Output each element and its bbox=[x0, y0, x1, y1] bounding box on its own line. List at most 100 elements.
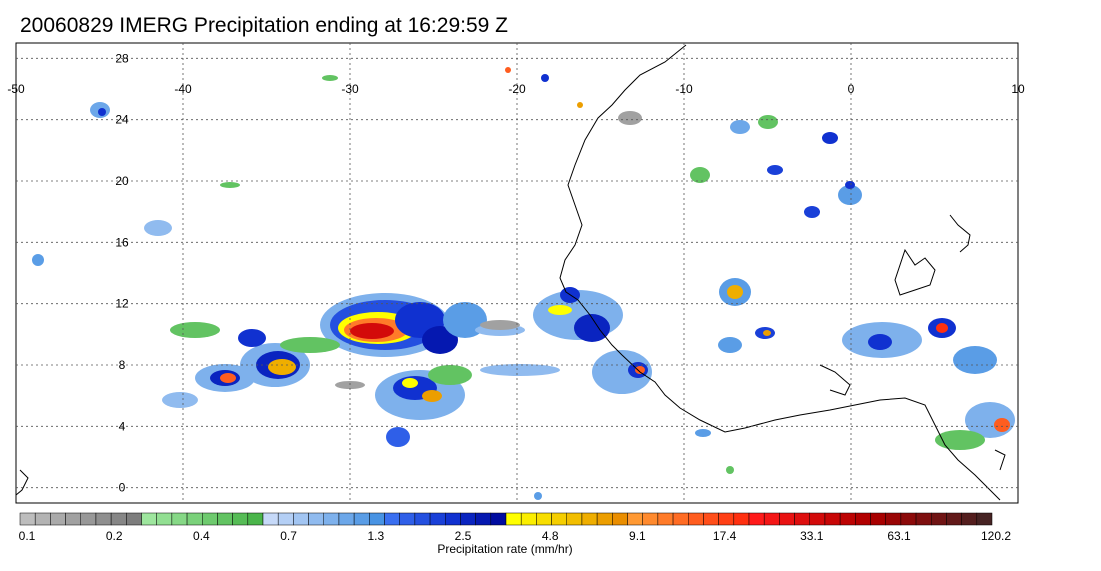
colorbar-swatch bbox=[946, 512, 962, 526]
colorbar-title: Precipitation rate (mm/hr) bbox=[437, 542, 572, 556]
colorbar-swatch bbox=[672, 512, 689, 526]
colorbar-swatch bbox=[748, 512, 765, 526]
colorbar-swatch bbox=[19, 512, 36, 526]
lat-label: 24 bbox=[115, 113, 129, 127]
colorbar-swatch bbox=[323, 512, 340, 526]
colorbar-swatch bbox=[399, 512, 416, 526]
colorbar-swatch bbox=[171, 512, 188, 526]
colorbar-swatch bbox=[642, 512, 659, 526]
colorbar-swatch bbox=[50, 512, 66, 526]
colorbar-swatch bbox=[80, 512, 97, 526]
lon-label: -30 bbox=[341, 82, 359, 96]
colorbar-swatch bbox=[839, 512, 856, 526]
coastline bbox=[16, 44, 1006, 501]
colorbar-swatch bbox=[308, 512, 324, 526]
colorbar-swatch bbox=[217, 512, 233, 526]
colorbar-swatch bbox=[247, 512, 264, 526]
colorbar-tick-label: 4.8 bbox=[542, 529, 559, 543]
colorbar-tick-label: 63.1 bbox=[887, 529, 911, 543]
colorbar-swatch bbox=[369, 512, 385, 526]
colorbar-swatch bbox=[95, 512, 112, 526]
colorbar-tick-label: 120.2 bbox=[981, 529, 1011, 543]
colorbar-swatch bbox=[855, 512, 871, 526]
colorbar-swatch bbox=[156, 512, 173, 526]
colorbar-swatch bbox=[763, 512, 780, 526]
colorbar-tick-label: 17.4 bbox=[713, 529, 737, 543]
colorbar-swatch bbox=[627, 512, 643, 526]
lon-label: -10 bbox=[675, 82, 693, 96]
colorbar-swatch bbox=[566, 512, 583, 526]
colorbar-swatch bbox=[475, 512, 492, 526]
colorbar-tick-label: 0.2 bbox=[106, 529, 123, 543]
colorbar-swatch bbox=[126, 512, 142, 526]
lon-label: -20 bbox=[508, 82, 526, 96]
colorbar-swatch bbox=[338, 512, 355, 526]
colorbar-swatch bbox=[293, 512, 309, 526]
colorbar-swatch bbox=[931, 512, 947, 526]
colorbar-tick-label: 1.3 bbox=[367, 529, 384, 543]
colorbar-swatch bbox=[900, 512, 917, 526]
colorbar-swatch bbox=[703, 512, 719, 526]
precip-system-coast bbox=[475, 287, 652, 394]
colorbar-swatch bbox=[915, 512, 932, 526]
lon-label: 0 bbox=[848, 82, 855, 96]
colorbar-swatch bbox=[232, 512, 249, 526]
precip-system-central bbox=[320, 293, 487, 357]
colorbar-swatch bbox=[460, 512, 476, 526]
colorbar bbox=[19, 512, 993, 526]
colorbar-swatch bbox=[612, 512, 628, 526]
colorbar-swatch bbox=[596, 512, 613, 526]
colorbar-swatch bbox=[384, 512, 400, 526]
latitude-labels: 28 24 20 16 12 8 4 0 bbox=[115, 51, 129, 494]
colorbar-swatch bbox=[733, 512, 750, 526]
colorbar-swatch bbox=[186, 512, 203, 526]
lat-label: 0 bbox=[119, 481, 126, 495]
lat-label: 20 bbox=[115, 174, 129, 188]
lon-label: 10 bbox=[1011, 82, 1025, 96]
map-title: 20060829 IMERG Precipitation ending at 1… bbox=[20, 14, 508, 37]
colorbar-swatch bbox=[824, 512, 841, 526]
colorbar-swatch bbox=[429, 512, 446, 526]
colorbar-swatch bbox=[110, 512, 127, 526]
colorbar-swatch bbox=[551, 512, 567, 526]
colorbar-tick-labels: 0.1 0.2 0.4 0.7 1.3 2.5 4.8 9.1 17.4 33.1 63.1 120.… bbox=[19, 529, 1012, 543]
colorbar-swatch bbox=[718, 512, 735, 526]
colorbar-tick-label: 2.5 bbox=[455, 529, 472, 543]
colorbar-swatch bbox=[961, 512, 978, 526]
colorbar-swatch bbox=[262, 512, 279, 526]
lon-label: -50 bbox=[7, 82, 25, 96]
colorbar-swatch bbox=[34, 512, 51, 526]
colorbar-tick-label: 9.1 bbox=[629, 529, 646, 543]
colorbar-swatch bbox=[505, 512, 522, 526]
colorbar-swatch bbox=[277, 512, 294, 526]
colorbar-tick-label: 0.7 bbox=[280, 529, 297, 543]
colorbar-swatch bbox=[65, 512, 81, 526]
colorbar-swatch bbox=[141, 512, 157, 526]
lon-label: -40 bbox=[174, 82, 192, 96]
colorbar-swatch bbox=[809, 512, 826, 526]
longitude-labels: -50 -40 -30 -20 -10 0 10 bbox=[7, 82, 1025, 96]
colorbar-swatch bbox=[353, 512, 370, 526]
colorbar-swatch bbox=[657, 512, 674, 526]
colorbar-tick-label: 33.1 bbox=[800, 529, 824, 543]
colorbar-swatch bbox=[490, 512, 507, 526]
colorbar-swatch bbox=[976, 512, 993, 526]
precip-layer bbox=[32, 67, 1015, 500]
colorbar-swatch bbox=[779, 512, 795, 526]
colorbar-swatch bbox=[414, 512, 431, 526]
lat-label: 16 bbox=[115, 235, 129, 249]
lat-label: 28 bbox=[115, 51, 129, 65]
lat-label: 8 bbox=[119, 358, 126, 372]
lat-label: 4 bbox=[119, 419, 126, 433]
colorbar-swatch bbox=[794, 512, 810, 526]
colorbar-swatch bbox=[870, 512, 886, 526]
colorbar-swatch bbox=[688, 512, 704, 526]
precip-system-east bbox=[690, 115, 1015, 450]
colorbar-tick-label: 0.4 bbox=[193, 529, 210, 543]
colorbar-swatch bbox=[202, 512, 218, 526]
colorbar-tick-label: 0.1 bbox=[19, 529, 36, 543]
colorbar-swatch bbox=[885, 512, 902, 526]
lat-label: 12 bbox=[115, 297, 129, 311]
colorbar-swatch bbox=[520, 512, 537, 526]
